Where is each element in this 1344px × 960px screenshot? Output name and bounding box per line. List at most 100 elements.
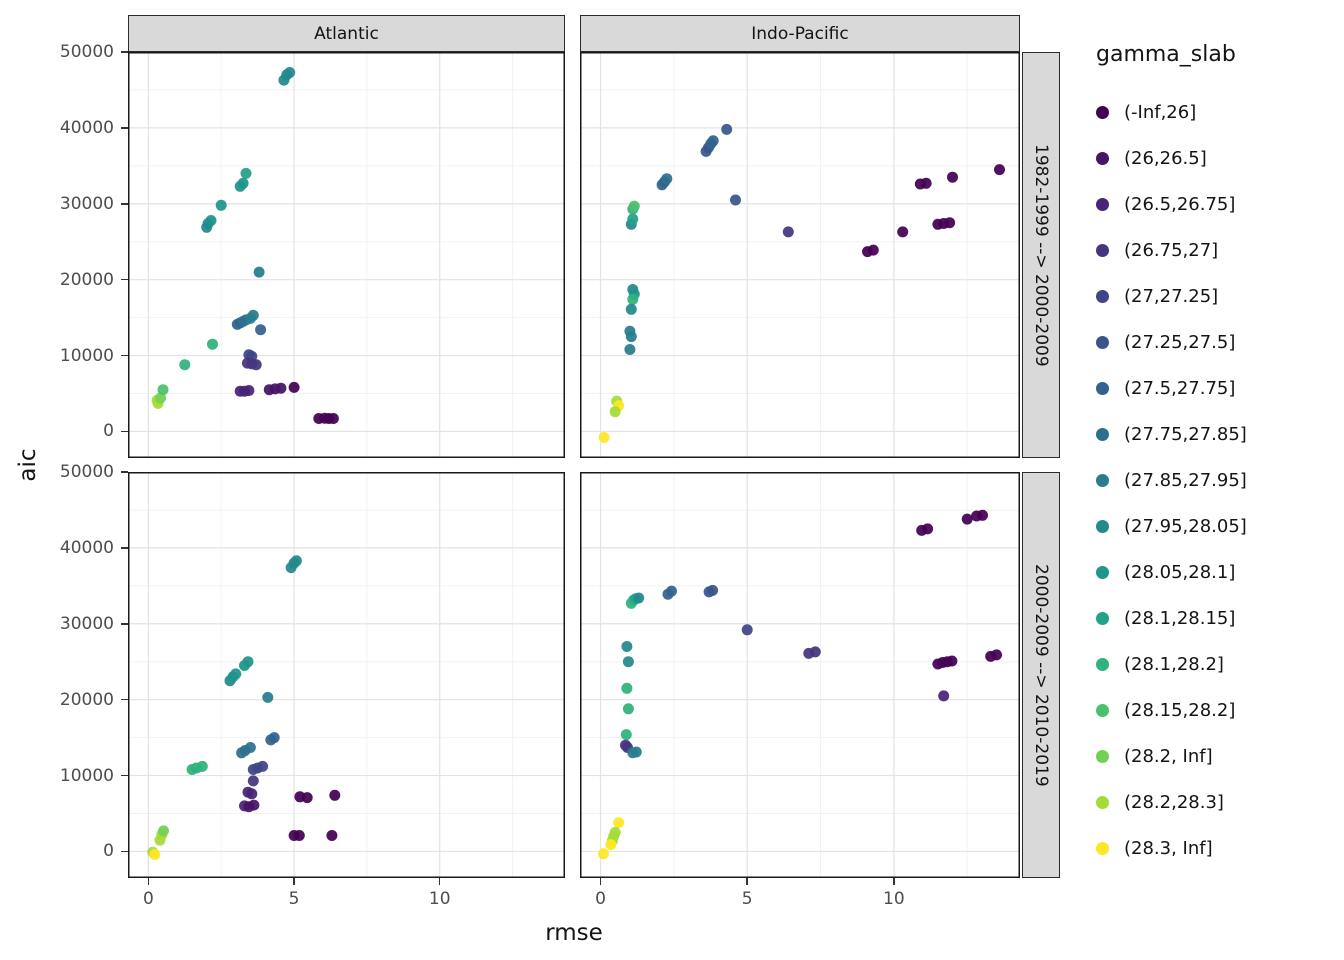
y-tick-mark: [121, 203, 128, 205]
y-tick-mark: [121, 623, 128, 625]
legend-item: (27.95,28.05]: [1096, 503, 1247, 549]
legend-label: (28.05,28.1]: [1124, 561, 1236, 583]
y-tick-label: 10000: [59, 765, 114, 786]
legend-color-dot-icon: [1096, 381, 1109, 395]
y-tick-label: 40000: [59, 117, 114, 138]
legend-label: (27.95,28.05]: [1124, 515, 1247, 537]
y-tick-mark: [121, 278, 128, 281]
legend-item: (28.3, Inf]: [1096, 825, 1247, 871]
y-tick-mark: [121, 127, 128, 129]
legend-label: (28.1,28.15]: [1124, 607, 1236, 629]
legend-label: (28.15,28.2]: [1124, 699, 1236, 721]
legend-color-dot-icon: [1096, 703, 1109, 717]
legend: gamma_slab (-Inf,26] (26,26.5] (26.5,26.75…: [1096, 42, 1247, 871]
y-tick-mark: [121, 51, 128, 53]
y-tick-mark: [121, 430, 128, 433]
y-tick-mark: [121, 850, 128, 853]
legend-item: (28.1,28.15]: [1096, 595, 1247, 641]
y-tick-label: 20000: [59, 689, 114, 710]
legend-item: (26.5,26.75]: [1096, 181, 1247, 227]
legend-item: (27.25,27.5]: [1096, 319, 1247, 365]
y-tick-mark: [121, 698, 128, 701]
legend-item: (26,26.5]: [1096, 135, 1247, 181]
legend-color-dot-icon: [1096, 565, 1109, 579]
y-tick-mark: [121, 547, 128, 549]
legend-item: (28.1,28.2]: [1096, 641, 1247, 687]
y-tick-label: 30000: [59, 193, 114, 214]
y-tick-label: 0: [103, 421, 114, 442]
legend-label: (26.5,26.75]: [1124, 193, 1236, 215]
legend-color-dot-icon: [1096, 243, 1109, 257]
legend-item: (28.05,28.1]: [1096, 549, 1247, 595]
legend-color-dot-icon: [1096, 795, 1109, 809]
legend-item: (28.2, Inf]: [1096, 733, 1247, 779]
panel-atlantic-period2: [128, 472, 565, 878]
x-tick-label: 0: [142, 889, 154, 909]
x-tick-label: 10: [428, 889, 451, 909]
facet-strip-atlantic: Atlantic: [128, 15, 565, 52]
legend-label: (28.1,28.2]: [1124, 653, 1224, 675]
legend-item: (28.15,28.2]: [1096, 687, 1247, 733]
legend-label: (27.85,27.95]: [1124, 469, 1247, 491]
x-axis-title: rmse: [545, 920, 603, 946]
panel-atlantic-period1: [128, 52, 565, 458]
y-tick-mark: [121, 354, 128, 357]
legend-color-dot-icon: [1096, 289, 1109, 303]
legend-title: gamma_slab: [1096, 42, 1236, 67]
legend-label: (28.2, Inf]: [1124, 745, 1213, 767]
x-tick-label: 0: [595, 889, 606, 909]
legend-label: (27.25,27.5]: [1124, 331, 1236, 353]
legend-color-dot-icon: [1096, 427, 1109, 441]
legend-label: (28.3, Inf]: [1124, 837, 1213, 859]
legend-color-dot-icon: [1096, 841, 1109, 855]
legend-items: (-Inf,26] (26,26.5] (26.5,26.75] (26.75,27]…: [1096, 89, 1247, 871]
x-tick-label: 5: [741, 889, 753, 909]
y-tick-label: 20000: [59, 269, 114, 290]
legend-item: (-Inf,26]: [1096, 89, 1247, 135]
legend-item: (28.2,28.3]: [1096, 779, 1247, 825]
x-tick-mark: [599, 878, 602, 885]
facet-strip-period-2: 2000-2009 --> 2010-2019: [1022, 472, 1060, 878]
legend-color-dot-icon: [1096, 749, 1109, 763]
legend-label: (27,27.25]: [1124, 285, 1219, 307]
legend-color-dot-icon: [1096, 105, 1109, 119]
legend-item: (27.5,27.75]: [1096, 365, 1247, 411]
legend-label: (27.5,27.75]: [1124, 377, 1236, 399]
x-tick-mark: [293, 878, 295, 885]
legend-color-dot-icon: [1096, 519, 1109, 533]
legend-label: (26.75,27]: [1124, 239, 1219, 261]
legend-label: (27.75,27.85]: [1124, 423, 1247, 445]
legend-color-dot-icon: [1096, 197, 1109, 211]
legend-label: (28.2,28.3]: [1124, 791, 1224, 813]
y-axis-title: aic: [15, 448, 41, 482]
y-tick-label: 50000: [59, 462, 114, 482]
legend-color-dot-icon: [1096, 611, 1109, 625]
facet-strip-period-1: 1982-1999 --> 2000-2009: [1022, 52, 1060, 458]
legend-color-dot-icon: [1096, 335, 1109, 349]
x-tick-mark: [746, 878, 748, 885]
legend-item: (27,27.25]: [1096, 273, 1247, 319]
y-tick-label: 0: [103, 841, 114, 862]
x-tick-mark: [438, 878, 441, 885]
legend-color-dot-icon: [1096, 473, 1109, 487]
facet-strip-indo-pacific: Indo-Pacific: [580, 15, 1020, 52]
x-tick-label: 5: [288, 889, 300, 909]
legend-label: (-Inf,26]: [1124, 101, 1197, 123]
legend-color-dot-icon: [1096, 151, 1109, 165]
panel-indo-pacific-period1: [580, 52, 1020, 458]
y-tick-mark: [121, 471, 128, 473]
legend-item: (27.75,27.85]: [1096, 411, 1247, 457]
x-tick-label: 10: [883, 889, 905, 909]
y-tick-mark: [121, 774, 128, 777]
legend-color-dot-icon: [1096, 657, 1109, 671]
panel-indo-pacific-period2: [580, 472, 1020, 878]
y-tick-label: 10000: [59, 345, 114, 366]
y-tick-label: 40000: [59, 537, 114, 558]
x-tick-mark: [147, 878, 150, 885]
legend-item: (26.75,27]: [1096, 227, 1247, 273]
x-tick-mark: [893, 878, 895, 885]
legend-item: (27.85,27.95]: [1096, 457, 1247, 503]
legend-label: (26,26.5]: [1124, 147, 1207, 169]
y-tick-label: 50000: [59, 42, 114, 62]
